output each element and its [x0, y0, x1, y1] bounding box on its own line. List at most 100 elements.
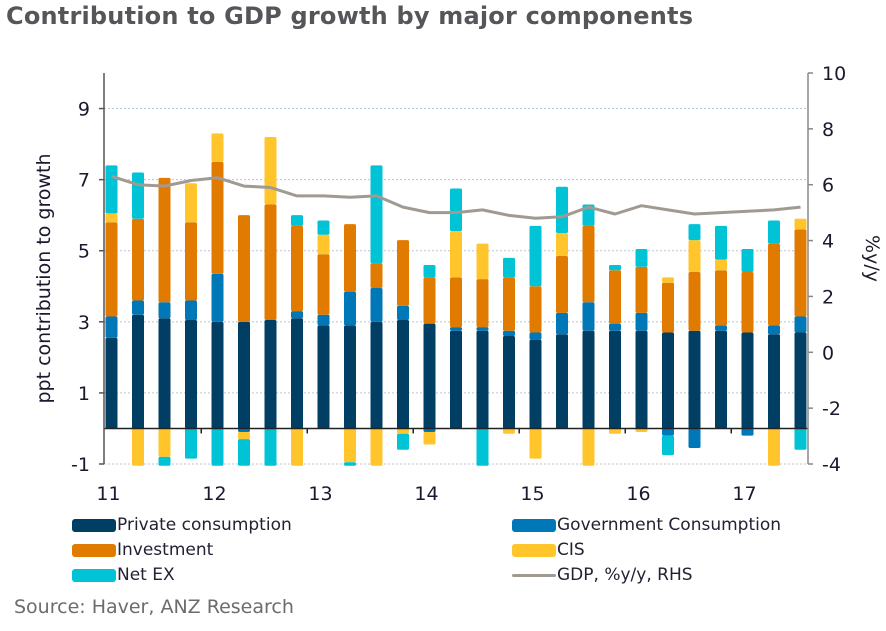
legend-swatch	[512, 518, 556, 532]
legend-item-private-consumption: Private consumption	[72, 514, 292, 536]
bar-segment-private-consumption	[132, 314, 144, 429]
bar-segment-net-ex	[529, 225, 542, 287]
bar-segment-government-consumption	[662, 428, 674, 436]
bar-segment-net-ex	[476, 428, 489, 466]
bar-segment-cis	[662, 277, 674, 283]
bar-segment-investment	[423, 277, 436, 324]
bar-segment-government-consumption	[582, 302, 595, 331]
bar-segment-private-consumption	[609, 330, 621, 429]
bar-segment-government-consumption	[450, 327, 462, 331]
bar-segment-net-ex	[450, 188, 462, 232]
bar-segment-cis	[503, 428, 515, 434]
bar-segment-investment	[768, 243, 780, 326]
bar-segment-private-consumption	[582, 330, 595, 429]
bar-segment-investment	[529, 286, 542, 333]
bar-segment-government-consumption	[503, 330, 515, 337]
legend-item-investment: Investment	[72, 539, 213, 561]
x-tick-label: 17	[732, 483, 756, 505]
bar-segment-private-consumption	[715, 330, 727, 429]
bar-segment-government-consumption	[609, 323, 621, 331]
bar-segment-government-consumption	[397, 305, 409, 321]
bar-segment-government-consumption	[370, 288, 383, 322]
legend-item-gdp: GDP, %y/y, RHS	[512, 564, 693, 586]
bar-segment-net-ex	[794, 428, 807, 450]
bar-segment-investment	[503, 277, 515, 331]
bar-segment-cis	[529, 428, 542, 459]
chart-title: Contribution to GDP growth by major comp…	[6, 2, 694, 30]
bar-segment-net-ex	[635, 248, 648, 267]
bar-segment-cis	[423, 432, 436, 445]
bar-segment-cis	[635, 428, 648, 433]
left-tick-label: 7	[78, 170, 90, 192]
legend-label: CIS	[557, 540, 585, 560]
right-tick-label: -2	[822, 398, 841, 420]
bar-segment-net-ex	[715, 225, 727, 260]
legend-swatch	[72, 518, 116, 532]
bar-segment-investment	[132, 218, 144, 301]
bar-segment-investment	[609, 270, 621, 324]
bar-segment-cis	[238, 432, 250, 440]
bar-segment-net-ex	[158, 456, 171, 466]
bar-segment-government-consumption	[794, 316, 807, 333]
legend-label: Private consumption	[117, 515, 292, 535]
bar-segment-cis	[132, 428, 144, 466]
bar-segment-cis	[556, 232, 568, 257]
legend-item-cis: CIS	[512, 539, 585, 561]
x-tick-label: 11	[96, 483, 120, 505]
x-tick-label: 13	[308, 483, 332, 505]
legend-label: Investment	[117, 540, 214, 560]
bar-segment-private-consumption	[397, 320, 409, 429]
gdp-line-series	[111, 174, 801, 220]
x-tick-label: 14	[414, 483, 438, 505]
bar-segment-government-consumption	[715, 325, 727, 331]
bar-segment-government-consumption	[768, 325, 780, 335]
y-axis-title: ppt contribution to growth	[33, 153, 55, 403]
legend-label: GDP, %y/y, RHS	[557, 565, 693, 585]
bar-segment-net-ex	[556, 186, 568, 233]
bar-segment-private-consumption	[556, 334, 568, 429]
bar-segment-private-consumption	[264, 320, 277, 429]
legend-line-swatch	[512, 573, 556, 577]
bar-segment-net-ex	[238, 439, 250, 466]
bar-segment-private-consumption	[291, 318, 303, 429]
bar-segment-investment	[635, 266, 648, 313]
legend-swatch	[72, 543, 116, 557]
bar-segment-cis	[794, 218, 807, 230]
axes	[99, 72, 813, 465]
bar-segment-cis	[688, 240, 701, 273]
bar-segment-investment	[556, 256, 568, 313]
bar-segment-private-consumption	[476, 330, 489, 429]
bar-segment-government-consumption	[423, 428, 436, 433]
bar-segment-investment	[317, 254, 330, 315]
bar-segment-cis	[185, 183, 197, 223]
right-tick-label: 4	[822, 231, 834, 253]
bar-segment-net-ex	[132, 172, 144, 219]
bar-segment-net-ex	[503, 257, 515, 278]
bar-segment-cis	[264, 136, 277, 205]
bar-segment-investment	[741, 272, 754, 333]
bar-segment-investment	[688, 272, 701, 331]
axis-labels: 9 7 5 3 1 -1 10 8 6 4 2 0 -2 -4 11 12 13 14 15 16 17 ppt cont…	[33, 63, 883, 505]
bar-segment-government-consumption	[317, 314, 330, 326]
bar-segment-investment	[715, 270, 727, 326]
left-tick-label: -1	[71, 454, 90, 476]
x-tick-label: 12	[202, 483, 226, 505]
bar-segment-investment	[185, 222, 197, 301]
bar-segment-net-ex	[105, 165, 118, 214]
bar-segment-investment	[211, 161, 224, 274]
bar-segment-cis	[450, 231, 462, 278]
bar-segment-net-ex	[264, 428, 277, 466]
bar-segment-private-consumption	[662, 332, 674, 429]
bar-segment-government-consumption	[635, 312, 648, 331]
bar-segment-cis	[105, 213, 118, 223]
bar-segment-investment	[662, 282, 674, 333]
bar-segment-net-ex	[688, 224, 701, 241]
left-tick-label: 9	[78, 99, 90, 121]
right-tick-label: 0	[822, 342, 834, 364]
bar-segment-cis	[291, 428, 303, 466]
bar-segment-government-consumption	[158, 302, 171, 319]
left-tick-label: 5	[78, 241, 90, 263]
bar-segment-private-consumption	[185, 320, 197, 429]
bar-segment-private-consumption	[211, 321, 224, 429]
